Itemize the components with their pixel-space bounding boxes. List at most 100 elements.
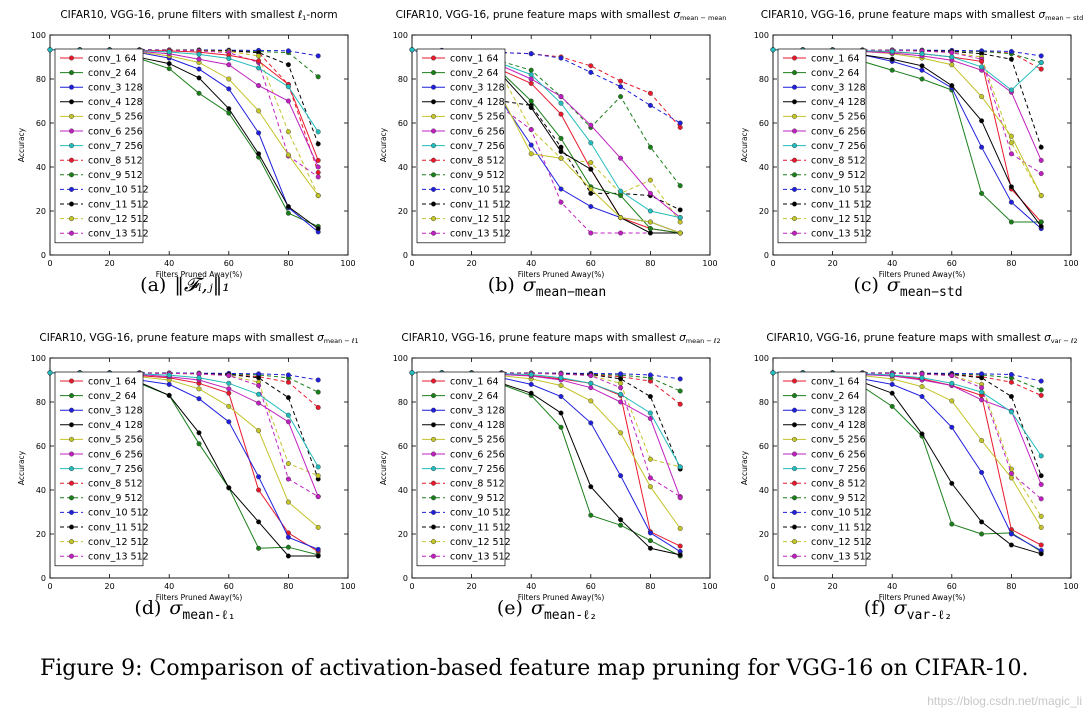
legend-label: conv_7 256 — [88, 141, 143, 152]
legend-label: conv_6 256 — [811, 449, 866, 460]
data-point — [647, 393, 653, 399]
data-point — [256, 474, 262, 480]
legend-item: conv_5 256 — [783, 112, 866, 123]
chart-svg: CIFAR10, VGG-16, prune feature maps with… — [379, 332, 721, 602]
data-point — [770, 370, 776, 376]
x-tick-label: 0 — [47, 582, 52, 591]
data-point — [919, 76, 925, 82]
data-point — [1038, 387, 1044, 393]
legend-label: conv_9 512 — [88, 170, 143, 181]
legend-item: conv_8 512 — [422, 479, 505, 490]
data-point — [979, 58, 985, 64]
data-point — [647, 456, 653, 462]
legend-swatch-marker — [431, 230, 437, 236]
data-point — [558, 111, 564, 117]
data-point — [588, 398, 594, 404]
data-point — [979, 531, 985, 537]
data-point — [588, 373, 594, 379]
y-tick-label: 60 — [759, 119, 769, 128]
data-point — [196, 75, 202, 81]
legend-label: conv_6 256 — [450, 126, 505, 137]
sub-caption-math: ‖𝓕ᵢ,ⱼ‖₁ — [174, 274, 230, 296]
legend-label: conv_9 512 — [811, 493, 866, 504]
x-axis-label: Filters Pruned Away(%) — [156, 593, 243, 602]
data-point — [647, 475, 653, 481]
y-tick-label: 0 — [403, 574, 408, 583]
legend-swatch-marker — [792, 480, 798, 486]
data-point — [979, 519, 985, 525]
y-tick-label: 100 — [31, 31, 46, 40]
sub-caption-math: σ — [530, 597, 544, 619]
data-point — [285, 379, 291, 385]
legend-swatch-marker — [69, 495, 75, 501]
data-point — [949, 62, 955, 68]
legend-swatch-marker — [792, 55, 798, 61]
data-point — [949, 398, 955, 404]
legend-label: conv_11 512 — [811, 522, 872, 533]
data-point — [256, 428, 262, 434]
data-point — [618, 188, 624, 194]
data-point — [1008, 87, 1014, 93]
legend-item: conv_11 512 — [783, 199, 872, 210]
data-point — [528, 151, 534, 157]
data-point — [979, 385, 985, 391]
legend: conv_1 64 conv_2 64 conv_3 128 conv_4 128 co… — [416, 371, 511, 567]
x-tick-label: 0 — [47, 259, 52, 268]
data-point — [256, 151, 262, 157]
data-point — [647, 415, 653, 421]
data-point — [196, 430, 202, 436]
data-point — [226, 386, 232, 392]
data-point — [677, 230, 683, 236]
data-point — [285, 48, 291, 54]
legend-swatch-marker — [431, 407, 437, 413]
legend-label: conv_2 64 — [811, 68, 860, 79]
legend-item: conv_13 512 — [422, 552, 511, 563]
legend-swatch-marker — [69, 143, 75, 149]
legend-item: conv_2 64 — [422, 68, 499, 79]
data-point — [919, 67, 925, 73]
data-point — [979, 144, 985, 150]
data-point — [618, 385, 624, 391]
data-point — [647, 545, 653, 551]
data-point — [196, 441, 202, 447]
data-point — [166, 381, 172, 387]
data-point — [979, 64, 985, 70]
legend-label: conv_9 512 — [450, 170, 505, 181]
legend-swatch-marker — [69, 186, 75, 192]
x-tick-label: 60 — [947, 582, 957, 591]
chart-panel-d: CIFAR10, VGG-16, prune feature maps with… — [10, 325, 360, 625]
data-point — [558, 94, 564, 100]
legend-item: conv_9 512 — [422, 170, 505, 181]
legend-label: conv_13 512 — [450, 552, 511, 563]
data-point — [1038, 66, 1044, 72]
legend-swatch-marker — [69, 84, 75, 90]
legend-label: conv_8 512 — [88, 479, 143, 490]
legend-item: conv_4 128 — [422, 97, 505, 108]
y-tick-label: 0 — [764, 251, 769, 260]
sub-caption-label: (d) — [134, 597, 162, 619]
chart-panel-c: CIFAR10, VGG-16, prune feature maps with… — [733, 2, 1083, 302]
legend-item: conv_1 64 — [60, 53, 137, 64]
sub-caption-math: σ — [522, 274, 536, 296]
legend-item: conv_11 512 — [422, 199, 511, 210]
data-point — [588, 385, 594, 391]
data-point — [588, 190, 594, 196]
legend-label: conv_6 256 — [450, 449, 505, 460]
chart-panel-a: CIFAR10, VGG-16, prune filters with smal… — [10, 2, 360, 302]
x-tick-label: 20 — [828, 582, 838, 591]
x-tick-label: 40 — [887, 259, 897, 268]
plot-frame — [49, 34, 349, 256]
legend-swatch-marker — [69, 422, 75, 428]
legend-item: conv_4 128 — [60, 420, 143, 431]
legend-label: conv_3 128 — [811, 406, 866, 417]
legend-label: conv_11 512 — [450, 199, 511, 210]
data-point — [1038, 453, 1044, 459]
legend-swatch-marker — [792, 553, 798, 559]
data-point — [677, 543, 683, 549]
legend-label: conv_8 512 — [450, 479, 505, 490]
legend-label: conv_4 128 — [88, 420, 143, 431]
legend-label: conv_3 128 — [450, 406, 505, 417]
data-point — [226, 76, 232, 82]
chart-title: CIFAR10, VGG-16, prune feature maps with… — [761, 9, 1083, 22]
legend-swatch-marker — [69, 451, 75, 457]
